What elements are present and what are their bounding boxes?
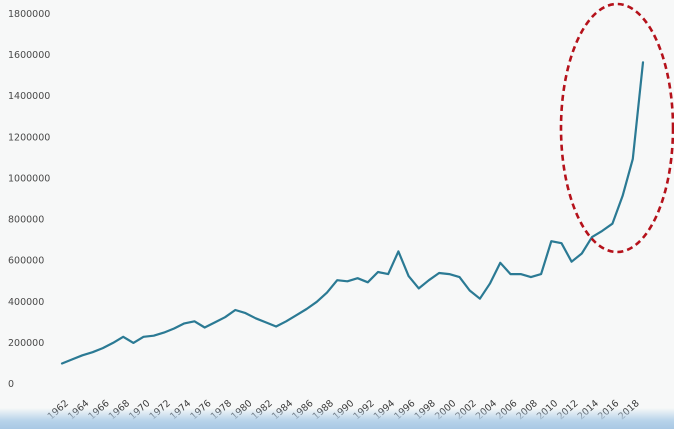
y-tick-label: 1400000	[8, 91, 50, 102]
bottom-blue-band	[0, 408, 674, 429]
y-tick-label: 600000	[8, 256, 44, 267]
annotations	[559, 2, 674, 254]
y-tick-label: 1200000	[8, 132, 50, 143]
y-tick-label: 0	[8, 379, 14, 390]
y-tick-label: 800000	[8, 215, 44, 226]
highlight-ellipse	[559, 2, 674, 254]
plot-area	[60, 61, 645, 365]
y-tick-label: 1800000	[8, 9, 50, 20]
y-tick-label: 1000000	[8, 173, 50, 184]
series-line-0	[60, 61, 645, 365]
y-axis: 0 200000 400000 600000 800000 1000000 1200000 1…	[8, 9, 50, 390]
y-tick-label: 400000	[8, 297, 44, 308]
y-tick-label: 1600000	[8, 50, 50, 61]
y-tick-label: 200000	[8, 338, 44, 349]
